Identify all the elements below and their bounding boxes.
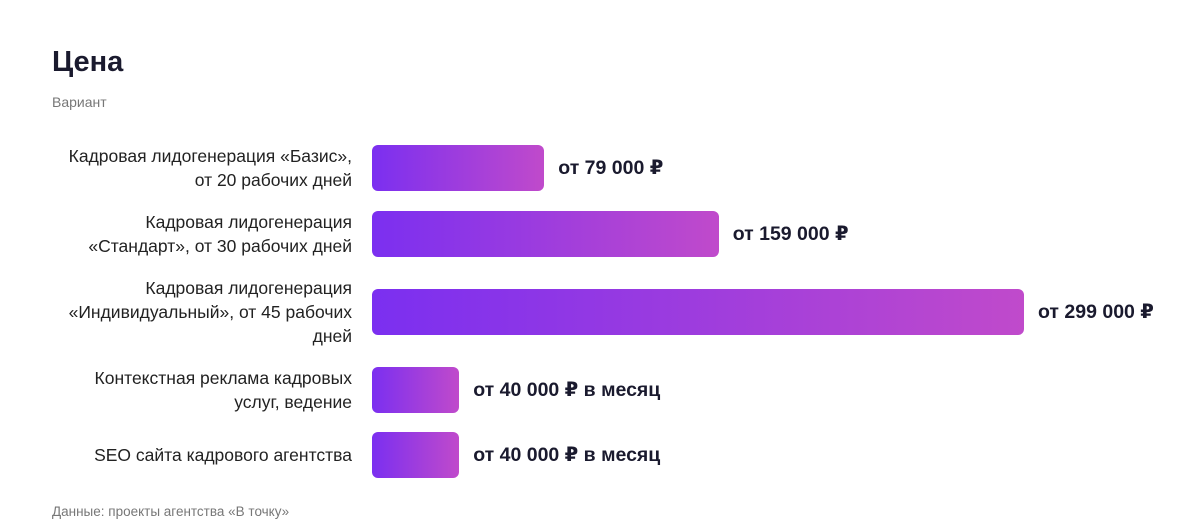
bar-rows: Кадровая лидогенерация «Базис», от 20 ра… <box>52 144 1192 496</box>
bar-row: Кадровая лидогенерация «Базис», от 20 ра… <box>52 144 1192 192</box>
category-label: SEO сайта кадрового агентства <box>94 445 352 465</box>
bar <box>372 367 460 413</box>
value-label: от 299 000 ₽ <box>1038 301 1154 323</box>
value-label: от 159 000 ₽ <box>732 223 849 245</box>
category-label: Кадровая лидогенерация «Стандарт», от 30… <box>88 212 352 256</box>
bar <box>372 432 460 478</box>
value-label: от 40 000 ₽ в месяц <box>473 379 661 401</box>
category-label: Кадровая лидогенерация «Базис», от 20 ра… <box>68 146 352 190</box>
bar <box>372 211 719 257</box>
category-label: Кадровая лидогенерация «Индивидуальный»,… <box>68 278 352 346</box>
value-label: от 40 000 ₽ в месяц <box>473 444 661 466</box>
bar-row: Кадровая лидогенерация «Индивидуальный»,… <box>52 276 1192 348</box>
bar-row: Кадровая лидогенерация «Стандарт», от 30… <box>52 210 1192 258</box>
bar-row: SEO сайта кадрового агентства от 40 000 ₽… <box>52 432 1192 478</box>
bar <box>372 145 545 191</box>
chart-title: Цена <box>52 46 124 78</box>
bar-row: Контекстная реклама кадровых услуг, веде… <box>52 366 1192 414</box>
chart-subtitle: Вариант <box>52 94 107 110</box>
source-note: Данные: проекты агентства «В точку» <box>52 504 290 519</box>
bar <box>372 289 1024 335</box>
category-label: Контекстная реклама кадровых услуг, веде… <box>94 368 352 412</box>
value-label: от 79 000 ₽ <box>558 157 664 179</box>
